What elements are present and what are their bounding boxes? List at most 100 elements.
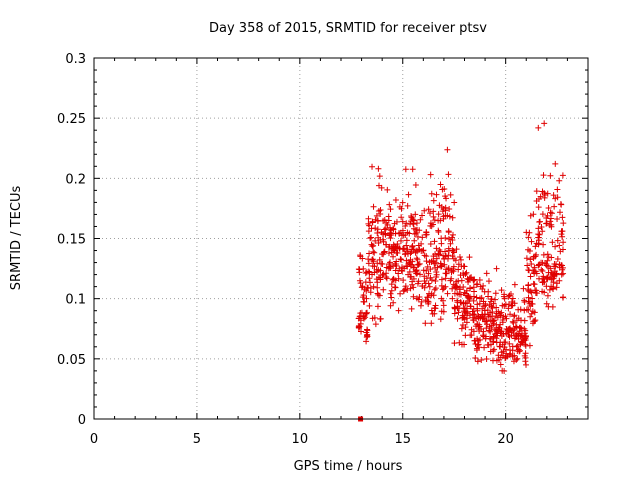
data-point xyxy=(400,245,407,252)
data-point xyxy=(377,267,384,274)
data-point xyxy=(374,260,381,267)
data-point xyxy=(508,298,515,305)
data-point xyxy=(559,294,566,301)
data-point xyxy=(552,243,559,250)
data-point xyxy=(527,256,534,263)
data-point xyxy=(380,249,387,256)
data-point xyxy=(457,284,464,291)
data-point xyxy=(442,248,449,255)
data-point xyxy=(408,305,415,312)
data-point xyxy=(449,214,456,221)
data-point xyxy=(412,181,419,188)
data-point xyxy=(374,226,381,233)
data-point xyxy=(531,264,538,271)
data-point xyxy=(451,199,458,206)
data-point xyxy=(544,257,551,264)
data-point xyxy=(453,246,460,253)
data-point xyxy=(411,264,418,271)
data-point xyxy=(440,297,447,304)
data-point xyxy=(377,315,384,322)
data-point xyxy=(506,340,513,347)
data-point xyxy=(489,338,496,345)
data-point xyxy=(474,358,481,365)
data-point xyxy=(432,305,439,312)
data-point xyxy=(551,261,558,268)
data-point xyxy=(535,240,542,247)
data-point xyxy=(390,241,397,248)
data-point xyxy=(514,342,521,349)
data-point xyxy=(559,264,566,271)
data-point xyxy=(417,302,424,309)
data-point xyxy=(367,235,374,242)
data-point xyxy=(477,295,484,302)
data-point xyxy=(427,274,434,281)
data-point xyxy=(552,195,559,202)
data-point xyxy=(402,166,409,173)
data-point xyxy=(387,229,394,236)
data-point xyxy=(399,218,406,225)
data-point xyxy=(438,282,445,289)
data-point xyxy=(370,258,377,265)
data-point xyxy=(401,286,408,293)
data-point xyxy=(437,316,444,323)
data-point xyxy=(399,227,406,234)
data-point xyxy=(524,286,531,293)
data-point xyxy=(464,305,471,312)
data-point xyxy=(466,293,473,300)
data-point xyxy=(454,299,461,306)
data-point xyxy=(432,278,439,285)
data-point xyxy=(533,270,540,277)
data-point xyxy=(395,270,402,277)
data-point xyxy=(544,292,551,299)
data-point xyxy=(456,254,463,261)
data-point xyxy=(559,233,566,240)
data-point xyxy=(369,256,376,263)
data-point xyxy=(468,332,475,339)
data-point xyxy=(448,267,455,274)
data-point xyxy=(502,339,509,346)
data-point xyxy=(487,348,494,355)
data-point xyxy=(366,275,373,282)
data-point xyxy=(369,263,376,270)
data-point xyxy=(364,309,371,316)
data-point xyxy=(393,258,400,265)
data-point xyxy=(466,298,473,305)
data-point xyxy=(449,234,456,241)
data-point xyxy=(464,275,471,282)
data-point xyxy=(435,229,442,236)
data-point xyxy=(550,275,557,282)
data-point xyxy=(388,294,395,301)
data-point xyxy=(536,275,543,282)
data-point xyxy=(511,312,518,319)
y-tick-label: 0.2 xyxy=(65,172,86,187)
data-point xyxy=(385,213,392,220)
data-point xyxy=(540,251,547,258)
data-point xyxy=(374,284,381,291)
data-point xyxy=(538,223,545,230)
data-point xyxy=(507,350,514,357)
data-point xyxy=(512,323,519,330)
data-point xyxy=(474,301,481,308)
data-point xyxy=(426,283,433,290)
data-point xyxy=(535,234,542,241)
data-point xyxy=(466,254,473,261)
data-point xyxy=(488,296,495,303)
data-point xyxy=(444,290,451,297)
data-point xyxy=(533,197,540,204)
data-point xyxy=(413,270,420,277)
data-point xyxy=(536,261,543,268)
data-point xyxy=(471,288,478,295)
data-point xyxy=(452,257,459,264)
data-point xyxy=(448,275,455,282)
data-point xyxy=(439,286,446,293)
data-point xyxy=(501,303,508,310)
y-tick-label: 0.3 xyxy=(65,52,86,67)
data-point xyxy=(443,266,450,273)
data-point xyxy=(556,177,563,184)
data-point xyxy=(449,253,456,260)
data-point xyxy=(387,235,394,242)
data-point xyxy=(546,222,553,229)
data-point xyxy=(541,192,548,199)
data-point xyxy=(552,160,559,167)
data-point xyxy=(414,233,421,240)
